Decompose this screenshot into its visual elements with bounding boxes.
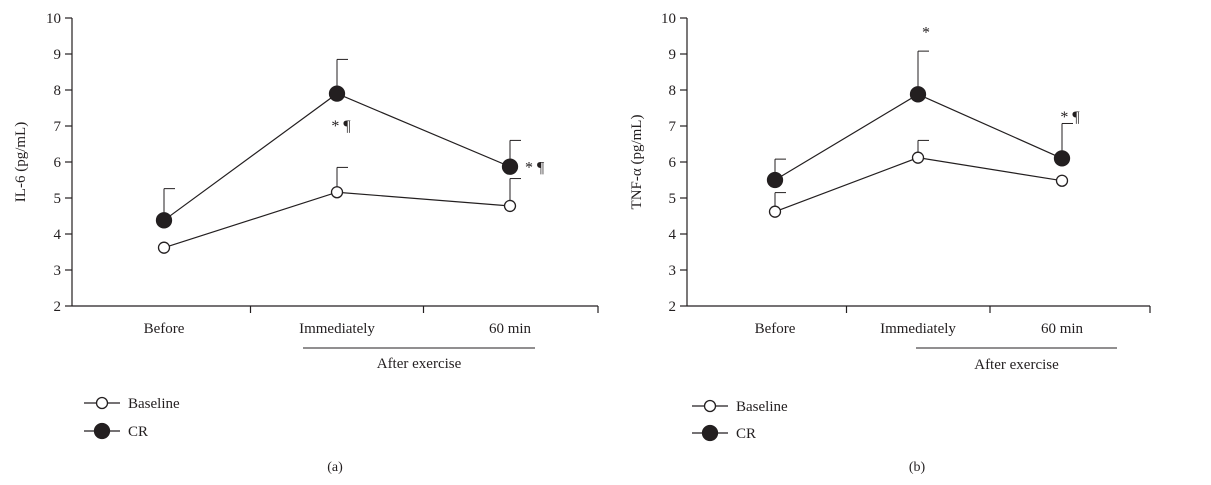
- legend-marker-baseline: [97, 398, 108, 409]
- y-tick-label: 10: [46, 11, 61, 27]
- panel-label: (b): [909, 460, 926, 475]
- panel-label: (a): [327, 460, 343, 475]
- data-point-cr: [911, 87, 926, 102]
- data-point-baseline: [770, 206, 781, 217]
- chart-panel-a: 2 3 4 5 6 7 8 9 10 Before Immediately 60 min After e…: [13, 11, 598, 475]
- y-tick-label: 9: [54, 47, 62, 63]
- y-tick-label: 4: [669, 227, 677, 243]
- y-tick-label: 9: [669, 47, 677, 63]
- x-tick-label: 60 min: [1041, 321, 1084, 337]
- y-tick-label: 7: [54, 119, 62, 135]
- data-point-cr: [330, 86, 345, 101]
- significance-annotation: * ¶: [1060, 109, 1080, 126]
- data-point-cr: [157, 213, 172, 228]
- legend-label: CR: [128, 424, 148, 440]
- y-tick-label: 2: [669, 299, 677, 315]
- data-point-baseline: [505, 200, 516, 211]
- y-tick-label: 2: [54, 299, 62, 315]
- y-tick-label: 4: [54, 227, 62, 243]
- y-axis-title: TNF-α (pg/mL): [629, 115, 645, 210]
- significance-annotation: * ¶: [331, 118, 351, 135]
- data-point-cr: [1055, 151, 1070, 166]
- data-point-baseline: [1057, 175, 1068, 186]
- x-tick-label: Immediately: [880, 321, 956, 337]
- series-line-baseline: [775, 158, 1062, 212]
- legend-label: CR: [736, 426, 756, 442]
- group-label: After exercise: [377, 356, 462, 372]
- group-label: After exercise: [974, 357, 1059, 373]
- y-tick-label: 5: [669, 191, 677, 207]
- y-tick-label: 7: [669, 119, 677, 135]
- significance-annotation: * ¶: [525, 160, 545, 177]
- x-tick-label: 60 min: [489, 321, 532, 337]
- y-tick-label: 6: [669, 155, 677, 171]
- chart-panel-b: 2 3 4 5 6 7 8 9 10 Before Immediately 60 min After e…: [629, 11, 1150, 475]
- data-point-cr: [768, 173, 783, 188]
- y-tick-label: 3: [54, 263, 62, 279]
- y-tick-label: 8: [54, 83, 62, 99]
- data-point-baseline: [913, 152, 924, 163]
- legend-label: Baseline: [736, 399, 788, 415]
- series-line-cr: [775, 94, 1062, 180]
- legend-marker-cr: [95, 424, 110, 439]
- x-tick-label: Before: [755, 321, 796, 337]
- series-line-baseline: [164, 192, 510, 247]
- significance-annotation: *: [922, 24, 930, 41]
- y-tick-label: 5: [54, 191, 62, 207]
- y-tick-label: 6: [54, 155, 62, 171]
- legend-label: Baseline: [128, 396, 180, 412]
- y-tick-label: 10: [661, 11, 676, 27]
- y-axis-title: IL-6 (pg/mL): [13, 122, 29, 202]
- x-tick-label: Immediately: [299, 321, 375, 337]
- legend-marker-baseline: [705, 401, 716, 412]
- data-point-baseline: [159, 242, 170, 253]
- data-point-baseline: [332, 187, 343, 198]
- y-tick-label: 3: [669, 263, 677, 279]
- data-point-cr: [503, 159, 518, 174]
- x-tick-label: Before: [144, 321, 185, 337]
- legend-marker-cr: [703, 426, 718, 441]
- y-tick-label: 8: [669, 83, 677, 99]
